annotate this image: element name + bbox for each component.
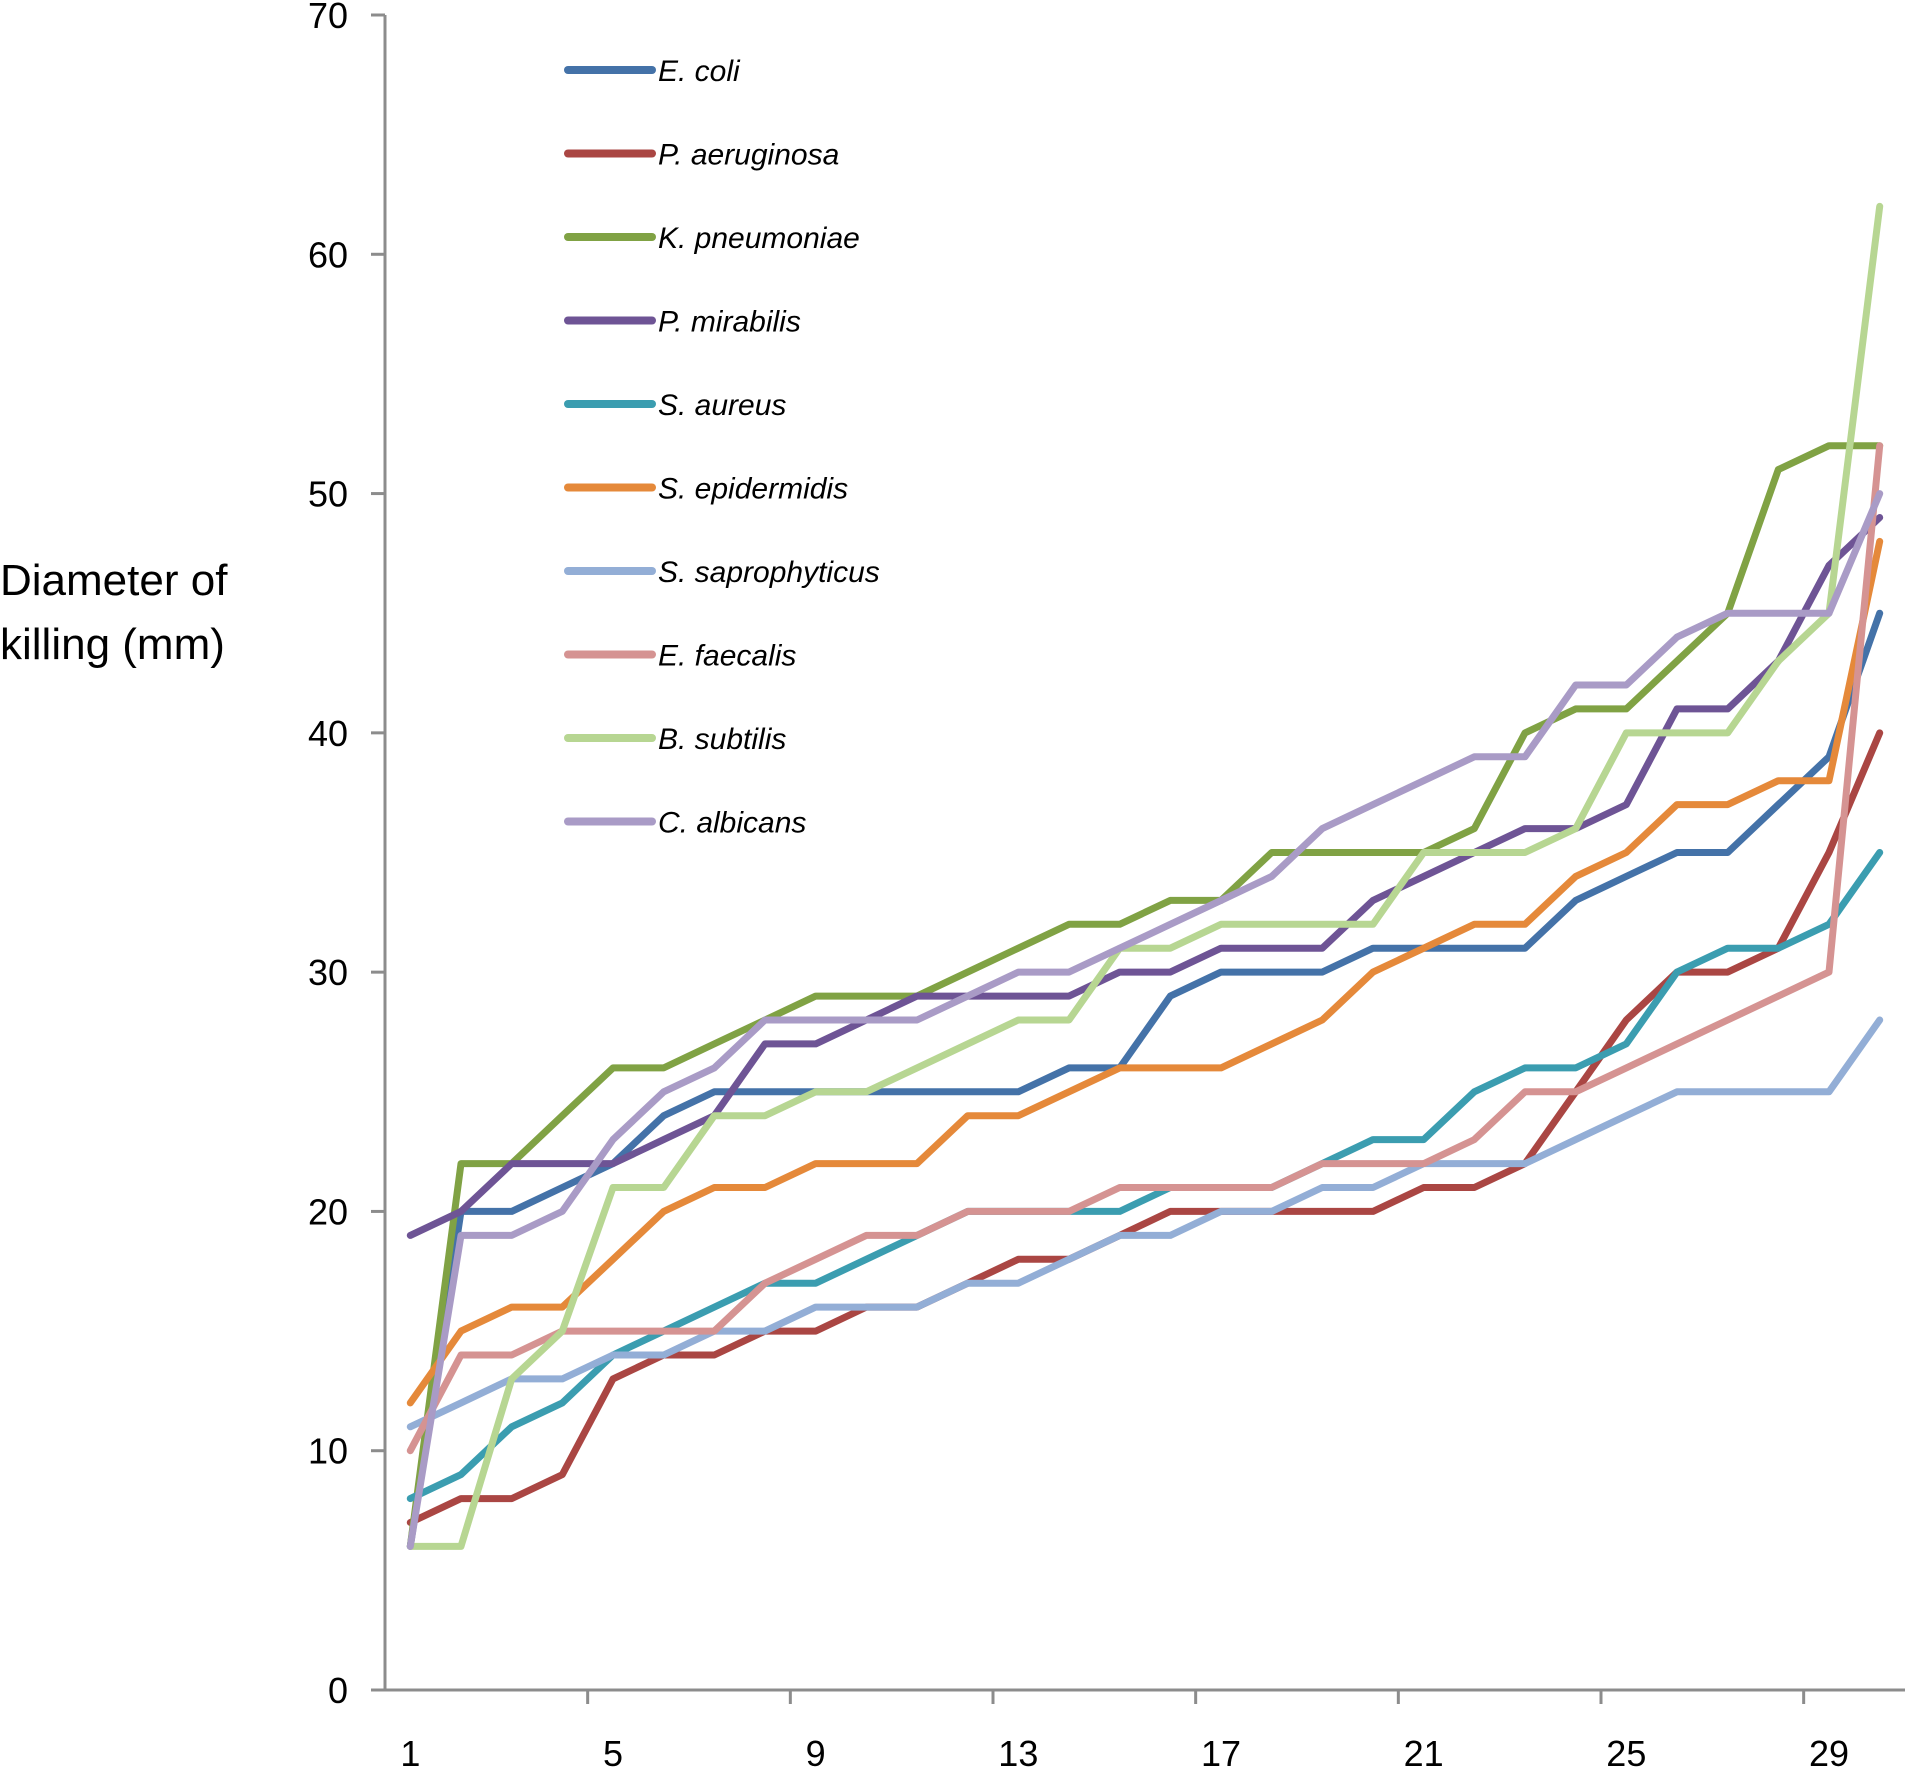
legend-label: P. aeruginosa xyxy=(658,139,839,172)
y-axis-title-line: killing (mm) xyxy=(0,620,225,669)
x-tick-label: 5 xyxy=(603,1733,623,1774)
x-tick-label: 25 xyxy=(1606,1733,1646,1774)
x-tick-label: 21 xyxy=(1404,1733,1444,1774)
y-tick-label: 30 xyxy=(308,952,348,993)
series-line-c-albicans xyxy=(406,490,1884,1550)
legend-label: S. aureus xyxy=(658,389,786,422)
series-line-p-mirabilis xyxy=(406,514,1884,1239)
series-line-s-epidermidis xyxy=(406,537,1884,1407)
x-tick-label: 29 xyxy=(1809,1733,1849,1774)
legend-label: B. subtilis xyxy=(658,723,786,756)
y-tick-label: 10 xyxy=(308,1431,348,1472)
legend-label: K. pneumoniae xyxy=(658,222,860,255)
legend-label: P. mirabilis xyxy=(658,306,801,339)
x-tick-label: 17 xyxy=(1201,1733,1241,1774)
legend: E. coli P. aeruginosa K. pneumoniae P. mira… xyxy=(564,55,880,840)
series-line-e-faecalis xyxy=(406,442,1884,1455)
legend-label: S. epidermidis xyxy=(658,473,848,506)
legend-label: S. saprophyticus xyxy=(658,556,880,589)
series-line-b-subtilis xyxy=(406,202,1884,1550)
axes-layer: 0 10 20 30 40 50 60 70 1 5 9 13 17 21 25 29 xyxy=(308,0,1905,1774)
y-axis-title-line: Diameter of xyxy=(0,556,228,605)
y-tick-label: 20 xyxy=(308,1191,348,1232)
x-tick-label: 13 xyxy=(998,1733,1038,1774)
y-tick-label: 70 xyxy=(308,0,348,36)
legend-label: C. albicans xyxy=(658,807,806,840)
y-tick-label: 50 xyxy=(308,474,348,515)
y-tick-label: 0 xyxy=(328,1670,348,1711)
series-layer xyxy=(406,202,1884,1550)
legend-label: E. faecalis xyxy=(658,640,796,673)
y-tick-label: 60 xyxy=(308,234,348,275)
series-line-s-aureus xyxy=(406,849,1884,1503)
series-line-p-aeruginosa xyxy=(406,729,1884,1526)
y-axis-title: Diameter of killing (mm) xyxy=(0,556,228,669)
x-tick-label: 9 xyxy=(806,1733,826,1774)
series-line-e-coli xyxy=(406,609,1884,1550)
series-line-s-saprophyticus xyxy=(406,1016,1884,1431)
series-line-k-pneumoniae xyxy=(406,442,1884,1550)
y-tick-label: 40 xyxy=(308,713,348,754)
x-tick-label: 1 xyxy=(400,1733,420,1774)
legend-label: E. coli xyxy=(658,55,741,88)
